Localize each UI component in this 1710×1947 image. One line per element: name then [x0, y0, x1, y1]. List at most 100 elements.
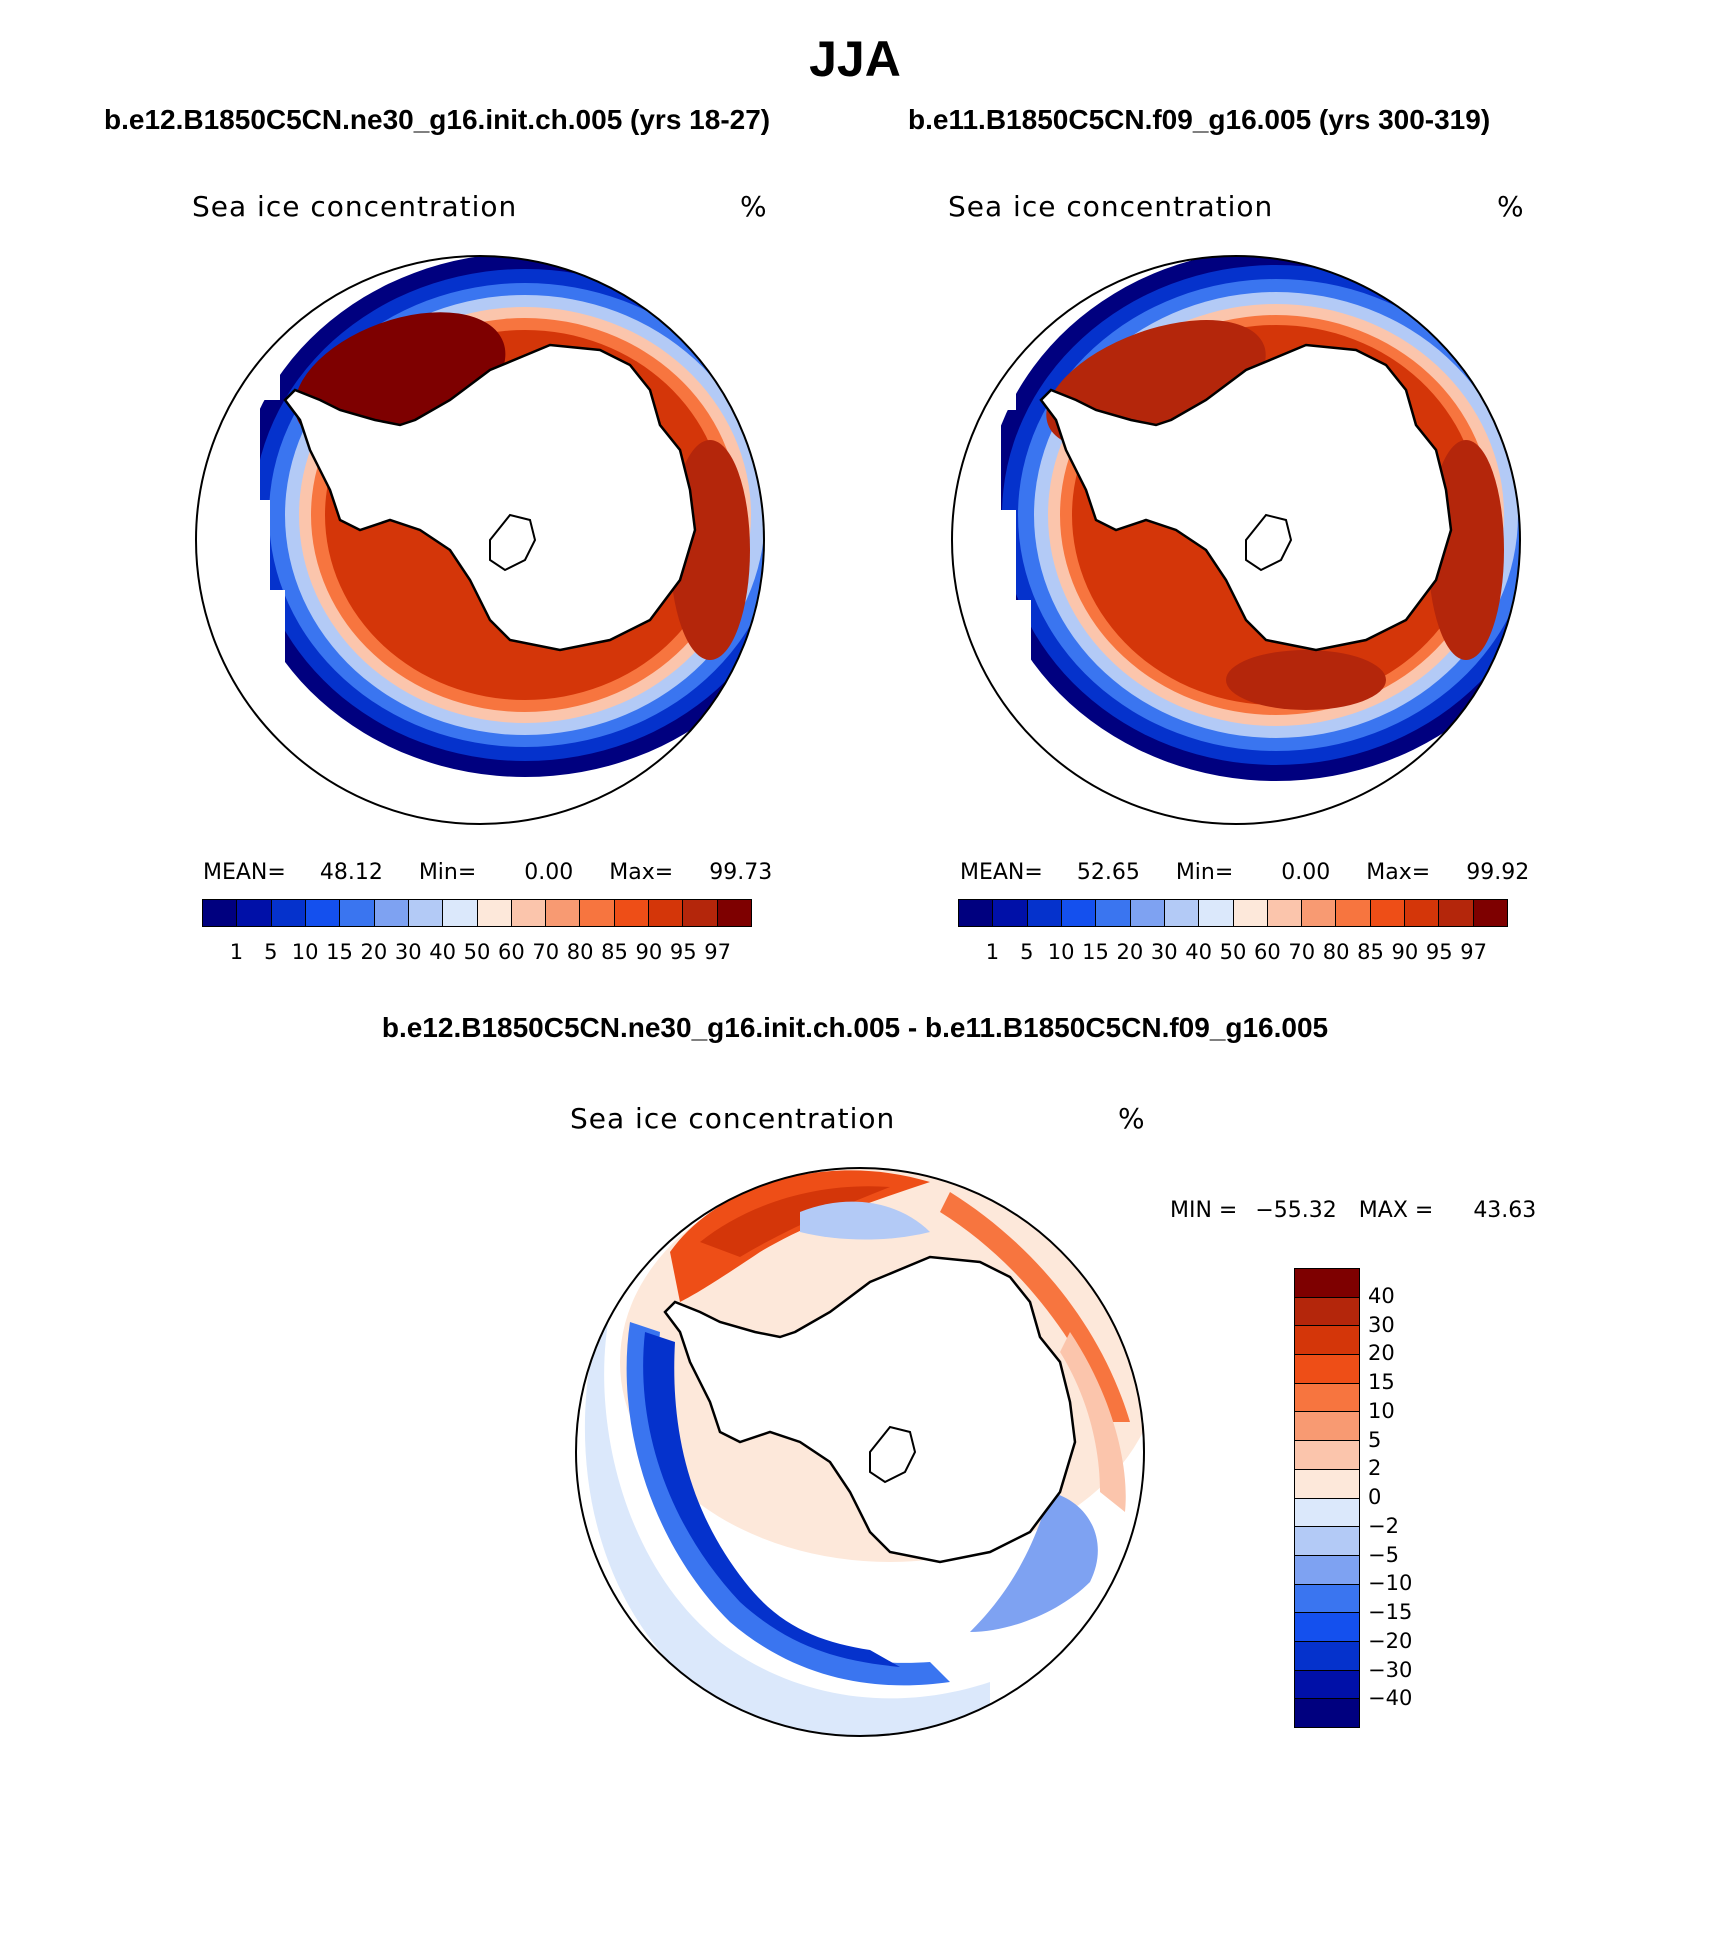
- colorbar-segment: [1232, 900, 1267, 926]
- colorbar-segment: [1295, 1612, 1359, 1641]
- colorbar-tick-label: 80: [1322, 940, 1350, 964]
- colorbar-segment: [992, 900, 1027, 926]
- colorbar-segment: [1198, 900, 1233, 926]
- colorbar-segment: [1301, 900, 1336, 926]
- colorbar-tick-label: 40: [429, 940, 456, 964]
- diff-polar-map: [575, 1167, 1145, 1737]
- diff-min-label: MIN =: [1170, 1198, 1238, 1223]
- left-mean-label: MEAN=: [203, 860, 286, 885]
- right-min-value: 0.00: [1281, 860, 1331, 885]
- right-run-title: b.e11.B1850C5CN.f09_g16.005 (yrs 300-319…: [908, 104, 1491, 135]
- colorbar-segment: [407, 900, 443, 926]
- left-field-label: Sea ice concentration: [192, 190, 518, 223]
- diff-max-label: MAX =: [1358, 1198, 1434, 1223]
- colorbar-tick-label: 0: [1368, 1485, 1382, 1509]
- colorbar-tick-label: 85: [601, 940, 628, 964]
- right-min-label: Min=: [1175, 860, 1234, 885]
- left-min-value: 0.00: [524, 860, 574, 885]
- right-polar-map: [951, 255, 1521, 825]
- colorbar-tick-label: −5: [1368, 1542, 1399, 1567]
- colorbar-tick-label: 15: [326, 940, 353, 964]
- colorbar-segment: [1472, 900, 1507, 926]
- colorbar-tick-label: 5: [1020, 940, 1034, 964]
- colorbar-tick-label: 15: [1368, 1370, 1395, 1394]
- colorbar-tick-label: 10: [1368, 1398, 1395, 1423]
- colorbar-tick-label: 70: [532, 940, 560, 964]
- diff-negative-anomaly: [626, 1322, 950, 1686]
- colorbar-tick-label: 20: [360, 940, 388, 964]
- colorbar-tick-label: 10: [1047, 940, 1075, 964]
- colorbar-tick-label: 5: [1368, 1427, 1382, 1452]
- left-units-label: %: [740, 190, 768, 223]
- figure-title: JJA: [809, 31, 901, 87]
- colorbar-tick-label: 90: [635, 940, 663, 964]
- colorbar-segment: [1295, 1354, 1359, 1383]
- left-colorbar: [202, 899, 752, 927]
- colorbar-segment: [1369, 900, 1405, 926]
- colorbar-segment: [1295, 1296, 1359, 1326]
- colorbar-tick-label: 50: [463, 940, 491, 964]
- colorbar-segment: [1163, 900, 1199, 926]
- colorbar-segment: [510, 900, 546, 926]
- colorbar-tick-label: 30: [394, 940, 422, 964]
- colorbar-tick-label: 70: [1288, 940, 1316, 964]
- right-field-label: Sea ice concentration: [948, 190, 1274, 223]
- left-min-label: Min=: [418, 860, 477, 885]
- colorbar-segment: [1295, 1440, 1359, 1469]
- colorbar-segment: [716, 900, 751, 926]
- right-max-label: Max=: [1366, 860, 1431, 885]
- colorbar-tick-label: −15: [1368, 1600, 1413, 1624]
- left-antarctica: [283, 343, 697, 652]
- colorbar-tick-label: 50: [1219, 940, 1247, 964]
- right-max-value: 99.92: [1466, 860, 1530, 885]
- left-run-title: b.e12.B1850C5CN.ne30_g16.init.ch.005 (yr…: [104, 104, 771, 135]
- colorbar-segment: [1095, 900, 1130, 926]
- diff-title: b.e12.B1850C5CN.ne30_g16.init.ch.005 - b…: [381, 1012, 1329, 1043]
- colorbar-tick-label: 80: [566, 940, 594, 964]
- colorbar-tick-label: 20: [1116, 940, 1144, 964]
- left-max-label: Max=: [609, 860, 674, 885]
- right-mean-label: MEAN=: [960, 860, 1043, 885]
- colorbar-tick-label: 40: [1185, 940, 1212, 964]
- colorbar-segment: [1295, 1640, 1359, 1670]
- diff-units-label: %: [1118, 1102, 1146, 1135]
- colorbar-segment: [476, 900, 511, 926]
- colorbar-tick-label: −10: [1368, 1571, 1413, 1596]
- colorbar-segment: [1295, 1698, 1359, 1727]
- colorbar-segment: [1060, 900, 1096, 926]
- colorbar-segment: [1295, 1497, 1359, 1527]
- diff-field-label: Sea ice concentration: [570, 1102, 896, 1135]
- colorbar-tick-label: 95: [1425, 940, 1453, 964]
- right-mean-value: 52.65: [1076, 860, 1140, 885]
- diff-colorbar-labels: 40 30 20 15 10 5 2 0 −2 −5 −10 −15 −20 −30 −40: [1368, 1268, 1448, 1728]
- colorbar-segment: [442, 900, 477, 926]
- colorbar-tick-label: 60: [1254, 940, 1281, 964]
- right-colorbar-labels: 1 5 10 15 20 30 40 50 60 70 80 85 90 95 97: [958, 940, 1508, 966]
- left-colorbar-labels: 1 5 10 15 20 30 40 50 60 70 80 85 90 95 97: [202, 940, 752, 966]
- colorbar-tick-label: 95: [669, 940, 697, 964]
- colorbar-tick-label: 85: [1357, 940, 1384, 964]
- colorbar-segment: [682, 900, 717, 926]
- colorbar-segment: [1295, 1382, 1359, 1412]
- colorbar-segment: [613, 900, 649, 926]
- colorbar-tick-label: 60: [498, 940, 525, 964]
- left-polar-map: [195, 255, 765, 825]
- colorbar-segment: [1026, 900, 1061, 926]
- colorbar-tick-label: 97: [704, 940, 731, 964]
- diff-max-value: 43.63: [1473, 1198, 1537, 1223]
- left-max-value: 99.73: [709, 860, 773, 885]
- right-units-label: %: [1497, 190, 1525, 223]
- diff-min-value: −55.32: [1255, 1198, 1337, 1223]
- colorbar-segment: [579, 900, 614, 926]
- colorbar-segment: [1295, 1269, 1359, 1297]
- colorbar-tick-label: −2: [1368, 1513, 1399, 1538]
- colorbar-tick-label: 90: [1391, 940, 1419, 964]
- colorbar-segment: [1129, 900, 1164, 926]
- colorbar-segment: [1295, 1583, 1359, 1613]
- colorbar-segment: [1295, 1411, 1359, 1441]
- colorbar-tick-label: 5: [264, 940, 278, 964]
- right-antarctica: [1039, 343, 1453, 652]
- colorbar-tick-label: −30: [1368, 1657, 1413, 1682]
- colorbar-segment: [1295, 1669, 1359, 1699]
- colorbar-segment: [1266, 900, 1302, 926]
